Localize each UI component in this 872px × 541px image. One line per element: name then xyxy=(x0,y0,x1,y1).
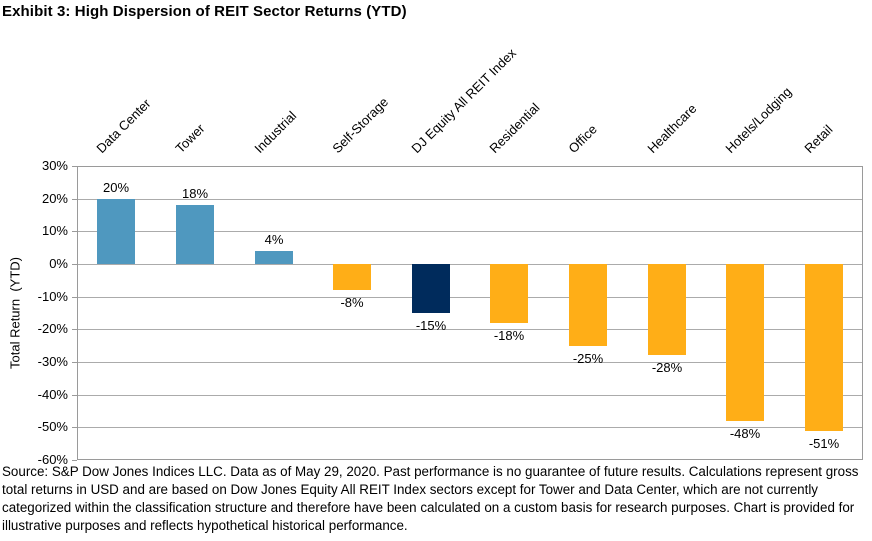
bar-value-label: -28% xyxy=(651,360,683,375)
y-axis-tick xyxy=(72,329,77,330)
bar-value-label: -51% xyxy=(808,436,840,451)
category-label: Hotels/Lodging xyxy=(722,84,795,156)
y-tick-label: 20% xyxy=(41,191,68,206)
bar-value-label: -25% xyxy=(572,351,604,366)
bar-tower xyxy=(176,205,214,264)
plot-area xyxy=(77,166,863,460)
category-label: Self-Storage xyxy=(329,94,392,156)
chart-title: Exhibit 3: High Dispersion of REIT Secto… xyxy=(2,3,407,20)
gridline xyxy=(78,199,862,200)
bar-value-label: -18% xyxy=(493,328,525,343)
y-tick-label: -60% xyxy=(37,452,68,467)
bar-hotels-lodging xyxy=(726,264,764,421)
y-axis-tick xyxy=(72,166,77,167)
bar-value-label: 4% xyxy=(264,232,284,247)
y-axis-tick xyxy=(72,199,77,200)
category-label: Data Center xyxy=(93,95,154,156)
bar-value-label: -8% xyxy=(340,295,364,310)
bar-residential xyxy=(490,264,528,323)
bar-office xyxy=(569,264,607,346)
bar-retail xyxy=(805,264,843,431)
y-axis-tick xyxy=(72,395,77,396)
y-axis-tick xyxy=(72,362,77,363)
bar-value-label: 20% xyxy=(102,180,130,195)
bar-data-center xyxy=(97,199,135,264)
gridline xyxy=(78,395,862,396)
y-tick-label: -40% xyxy=(37,387,68,402)
gridline xyxy=(78,297,862,298)
category-label: Tower xyxy=(172,120,208,156)
y-tick-label: 10% xyxy=(41,223,68,238)
category-label: Industrial xyxy=(251,108,300,156)
bar-self-storage xyxy=(333,264,371,290)
gridline xyxy=(78,231,862,232)
y-axis-tick xyxy=(72,231,77,232)
bar-healthcare xyxy=(648,264,686,355)
category-label: Retail xyxy=(801,121,836,156)
y-axis-tick xyxy=(72,427,77,428)
gridline xyxy=(78,362,862,363)
y-tick-label: 0% xyxy=(49,256,68,271)
y-axis-tick xyxy=(72,264,77,265)
bar-value-label: -48% xyxy=(729,426,761,441)
y-axis-tick xyxy=(72,297,77,298)
bar-industrial xyxy=(255,251,293,264)
bar-dj-equity-all-reit-index xyxy=(412,264,450,313)
category-label: Healthcare xyxy=(644,100,700,156)
gridline xyxy=(78,264,862,265)
y-axis-title: Total Return (YTD) xyxy=(7,257,23,369)
bar-value-label: 18% xyxy=(181,186,209,201)
category-label: Residential xyxy=(486,99,543,156)
category-label: Office xyxy=(565,121,600,156)
y-tick-label: 30% xyxy=(41,158,68,173)
y-axis-tick xyxy=(72,460,77,461)
gridline xyxy=(78,427,862,428)
y-tick-label: -20% xyxy=(37,321,68,336)
source-footnote: Source: S&P Dow Jones Indices LLC. Data … xyxy=(2,464,859,534)
y-tick-label: -50% xyxy=(37,419,68,434)
bar-value-label: -15% xyxy=(415,318,447,333)
y-tick-label: -10% xyxy=(37,289,68,304)
y-tick-label: -30% xyxy=(37,354,68,369)
gridline xyxy=(78,329,862,330)
